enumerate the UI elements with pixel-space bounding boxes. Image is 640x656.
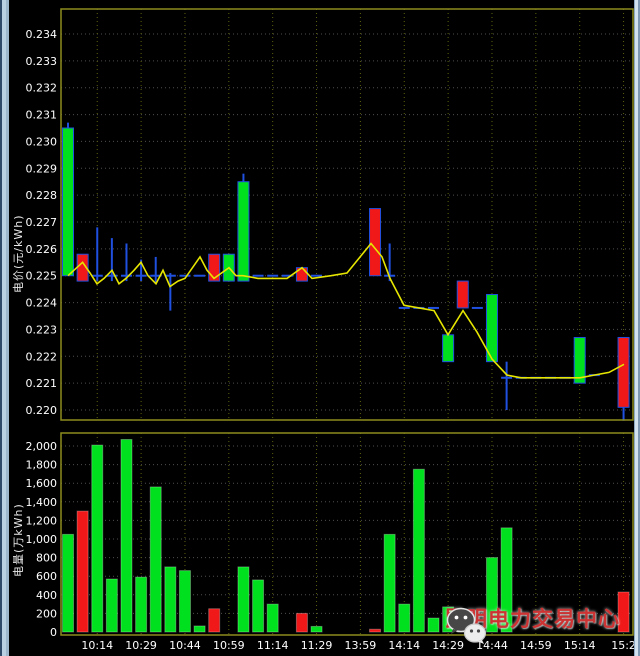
candle [208, 253, 221, 282]
price-tick-label: 0.228 [26, 189, 58, 202]
price-tick-label: 0.221 [26, 377, 58, 390]
price-tick-label: 0.224 [26, 297, 58, 310]
wechat-icon [446, 607, 487, 644]
volume-bar [310, 625, 323, 633]
volume-bar [412, 468, 425, 633]
right-scrollbar[interactable] [634, 0, 640, 656]
volume-bar [76, 510, 89, 633]
price-tick-label: 0.222 [26, 350, 58, 363]
time-tick-label: 15:2 [611, 639, 636, 652]
volume-bar [617, 591, 630, 633]
volume-bar [398, 603, 411, 633]
volume-bar [427, 617, 440, 633]
price-tick-label: 0.233 [26, 55, 58, 68]
volume-tick-label: 2,000 [26, 440, 58, 453]
time-tick-label: 14:59 [520, 639, 552, 652]
volume-tick-label: 1,000 [26, 533, 58, 546]
volume-bar [193, 625, 206, 633]
volume-tick-label: 800 [36, 552, 57, 565]
volume-bar [383, 533, 396, 633]
volume-tick-label: 1,600 [26, 477, 58, 490]
volume-bar [91, 444, 104, 633]
candle [369, 208, 382, 277]
time-tick-label: 10:29 [125, 639, 157, 652]
volume-tick-label: 1,200 [26, 514, 58, 527]
left-scrollbar[interactable] [0, 0, 9, 656]
time-tick-label: 14:29 [432, 639, 464, 652]
candle [237, 181, 250, 282]
volume-pane-frame [60, 432, 634, 636]
price-tick-label: 0.223 [26, 323, 58, 336]
volume-bar [485, 557, 498, 633]
candle [573, 336, 586, 384]
time-tick-label: 11:14 [257, 639, 289, 652]
watermark: 昆明电力交易中心 [444, 603, 620, 644]
candle [442, 334, 455, 363]
volume-bar [164, 566, 177, 633]
time-tick-label: 10:14 [81, 639, 113, 652]
volume-tick-label: 600 [36, 570, 57, 583]
price-tick-label: 0.229 [26, 162, 58, 175]
volume-bar [237, 566, 250, 633]
volume-bar [266, 603, 279, 633]
time-tick-label: 14:14 [388, 639, 420, 652]
time-tick-label: 15:14 [564, 639, 596, 652]
volume-bar [62, 533, 74, 633]
volume-tick-label: 1,800 [26, 459, 58, 472]
volume-tick-label: 0 [50, 626, 57, 639]
price-pane-frame [60, 8, 634, 421]
price-tick-label: 0.226 [26, 243, 58, 256]
candle [456, 280, 469, 309]
price-tick-label: 0.227 [26, 216, 58, 229]
price-tick-label: 0.220 [26, 404, 58, 417]
volume-bar [208, 608, 221, 633]
price-tick-label: 0.234 [26, 28, 58, 41]
volume-bar [369, 628, 382, 633]
volume-bar [149, 486, 162, 633]
volume-tick-label: 1,400 [26, 496, 58, 509]
volume-bar [500, 527, 513, 633]
volume-bar [295, 612, 308, 633]
price-tick-label: 0.230 [26, 135, 58, 148]
volume-bar [135, 576, 148, 633]
time-tick-label: 10:44 [169, 639, 201, 652]
price-axis-title: 电价(元/kWh) [12, 214, 25, 293]
volume-bar [178, 570, 191, 633]
time-tick-label: 13:59 [345, 639, 377, 652]
time-tick-label: 10:59 [213, 639, 245, 652]
volume-tick-label: 400 [36, 589, 57, 602]
volume-tick-label: 200 [36, 607, 57, 620]
candle [485, 294, 498, 363]
volume-bar [252, 579, 265, 633]
time-tick-label: 11:29 [301, 639, 333, 652]
volume-bar [105, 578, 118, 633]
volume-axis-title: 电量(万kWh) [12, 503, 25, 577]
price-tick-label: 0.231 [26, 109, 58, 122]
price-tick-label: 0.232 [26, 82, 58, 95]
candle [617, 336, 630, 408]
candle [62, 127, 74, 277]
price-tick-label: 0.225 [26, 270, 58, 283]
ma-line [67, 242, 625, 379]
time-tick-label: 14:44 [476, 639, 508, 652]
volume-bar [120, 438, 133, 633]
